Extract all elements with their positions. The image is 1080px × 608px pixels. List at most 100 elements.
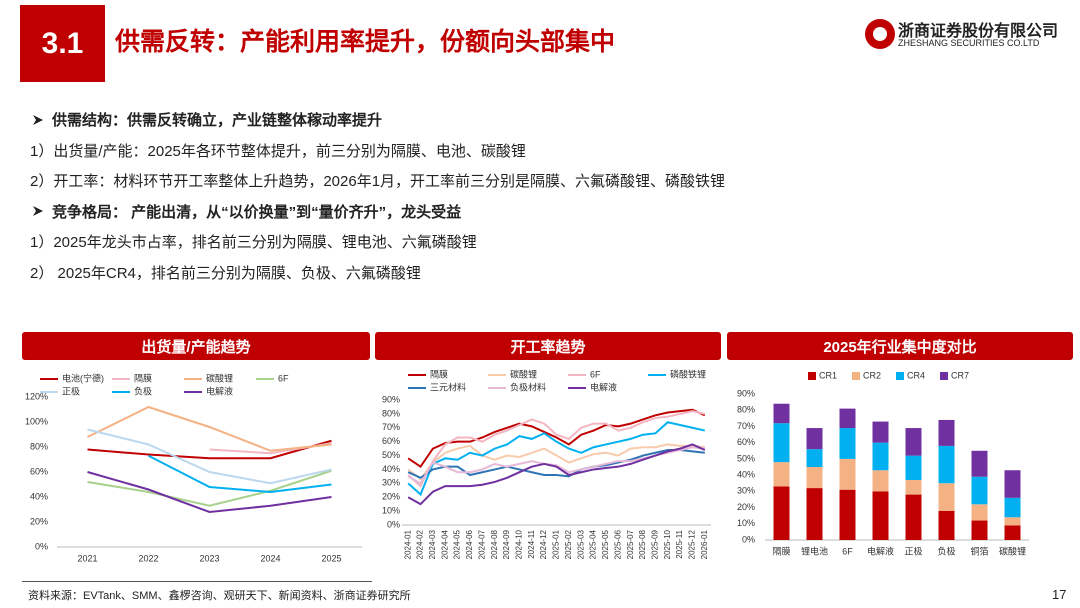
legend-label: CR4 [907, 370, 925, 380]
bar-segment [938, 445, 955, 484]
bar-segment [1004, 497, 1021, 518]
series-line [87, 469, 332, 507]
bullet-text: 2）开工率：材料环节开工率整体上升趋势，2026年1月，开工率前三分别是隔膜、六… [30, 173, 726, 190]
y-tick-label: 60% [30, 466, 48, 476]
bar-segment [839, 408, 856, 429]
y-tick-label: 0% [35, 541, 48, 551]
legend-label: 正极 [62, 385, 80, 396]
x-tick-label: 锂电池 [801, 545, 828, 556]
legend-label: 电解液 [590, 381, 617, 392]
y-tick-label: 40% [30, 491, 48, 501]
legend-label: CR1 [819, 370, 837, 380]
y-tick-label: 90% [737, 388, 755, 398]
x-tick-label: 2025-08 [638, 529, 647, 559]
bar-segment [1004, 517, 1021, 526]
legend-label: 电解液 [206, 385, 233, 396]
y-tick-label: 120% [25, 391, 48, 401]
x-tick-label: 2025-07 [626, 529, 635, 559]
chart: 0% 20% 40% 60% 80% 100% 120% 2021 2022 2023 2024 20… [25, 372, 362, 563]
bar-segment [1004, 525, 1021, 540]
bullet: 1）出货量/产能：2025年各环节整体提升，前三分别为隔膜、电池、碳酸锂 [30, 140, 526, 161]
bar-segment [773, 486, 790, 540]
chart: 0% 10% 20% 30% 40% 50% 60% 70% 80% 90% 2024-01 2024… [382, 368, 711, 559]
x-tick-label: 2024-01 [403, 529, 412, 559]
bar-segment [806, 467, 823, 489]
y-tick-label: 20% [30, 516, 48, 526]
x-tick-label: 2021 [77, 553, 97, 563]
x-tick-label: 2022 [138, 553, 158, 563]
x-tick-label: 2025-11 [675, 529, 684, 558]
x-tick-label: 2023 [199, 553, 219, 563]
x-tick-label: 6F [842, 546, 853, 556]
y-tick-label: 80% [737, 405, 755, 415]
x-tick-label: 2024-10 [515, 529, 524, 559]
legend-label: 碳酸锂 [510, 368, 537, 379]
bar-segment [839, 428, 856, 459]
y-tick-label: 70% [382, 422, 400, 432]
x-tick-label: 2024-08 [490, 529, 499, 559]
legend-label: 碳酸锂 [206, 372, 233, 383]
page-number: 17 [1052, 587, 1067, 602]
series-line [407, 421, 706, 497]
panel-title: 2025年行业集中度对比 [727, 332, 1073, 360]
y-tick-label: 90% [382, 394, 400, 404]
bar-segment [938, 419, 955, 446]
bar-segment [872, 470, 889, 492]
bar-segment [971, 476, 988, 505]
x-tick-label: 2025-03 [576, 529, 585, 559]
bar-segment [971, 450, 988, 477]
legend-label: 负极 [134, 385, 152, 396]
series-line [407, 443, 705, 481]
x-tick-label: 2024-06 [465, 529, 474, 559]
legend-swatch [896, 372, 904, 380]
legend-label: 隔膜 [134, 373, 152, 383]
logo-en: ZHESHANG SECURITIES CO.LTD [898, 38, 1040, 48]
y-tick-label: 20% [382, 492, 400, 502]
y-tick-label: 10% [382, 505, 400, 515]
y-tick-label: 100% [25, 416, 48, 426]
section-number: 3.1 [20, 5, 105, 82]
x-tick-label: 2024-09 [502, 529, 511, 559]
legend-label: 负极材料 [510, 381, 546, 392]
y-tick-label: 60% [382, 436, 400, 446]
y-tick-label: 50% [737, 453, 755, 463]
series-line [407, 408, 706, 469]
series-line [407, 443, 706, 506]
legend-label: 隔膜 [430, 369, 448, 379]
y-tick-label: 40% [382, 464, 400, 474]
bar-segment [905, 428, 922, 456]
x-tick-label: 2024-12 [539, 529, 548, 559]
x-tick-label: 2025-05 [601, 529, 610, 559]
bar-segment [773, 462, 790, 487]
series-line [407, 449, 705, 479]
x-tick-label: 2024-04 [440, 529, 449, 559]
legend-swatch [940, 372, 948, 380]
bar-segment [806, 428, 823, 450]
x-tick-label: 2024-07 [477, 529, 486, 559]
series-line [87, 471, 332, 514]
bar-segment [905, 455, 922, 480]
bar-segment [905, 494, 922, 540]
y-tick-label: 20% [737, 502, 755, 512]
chart: 0% 10% 20% 30% 40% 50% 60% 70% 80% 90% 隔膜 锂电池 6F 电解液正… [737, 370, 1029, 556]
y-tick-label: 30% [737, 486, 755, 496]
y-tick-label: 60% [737, 437, 755, 447]
bar-segment [872, 491, 889, 540]
legend-label: CR2 [863, 370, 881, 380]
x-tick-label: 2025-04 [589, 529, 598, 559]
x-tick-label: 碳酸锂 [999, 545, 1026, 556]
bar-segment [971, 520, 988, 540]
y-tick-label: 80% [30, 441, 48, 451]
x-tick-label: 2025-09 [650, 529, 659, 559]
bullet-text: 1）2025年龙头市占率，排名前三分别为隔膜、锂电池、六氟磷酸锂 [30, 234, 477, 251]
bullet: 供需结构：供需反转确立，产业链整体稼动率提升 [30, 109, 382, 130]
slide-title: 供需反转：产能利用率提升，份额向头部集中 [115, 28, 616, 56]
x-tick-label: 铜箔 [970, 545, 988, 556]
source-rule [22, 581, 372, 582]
x-tick-label: 2024-11 [527, 529, 536, 558]
bar-segment [938, 510, 955, 540]
x-tick-label: 隔膜 [772, 546, 790, 556]
legend-label: 6F [590, 369, 601, 379]
bar-segment [938, 483, 955, 511]
x-tick-label: 2025-01 [552, 529, 561, 559]
